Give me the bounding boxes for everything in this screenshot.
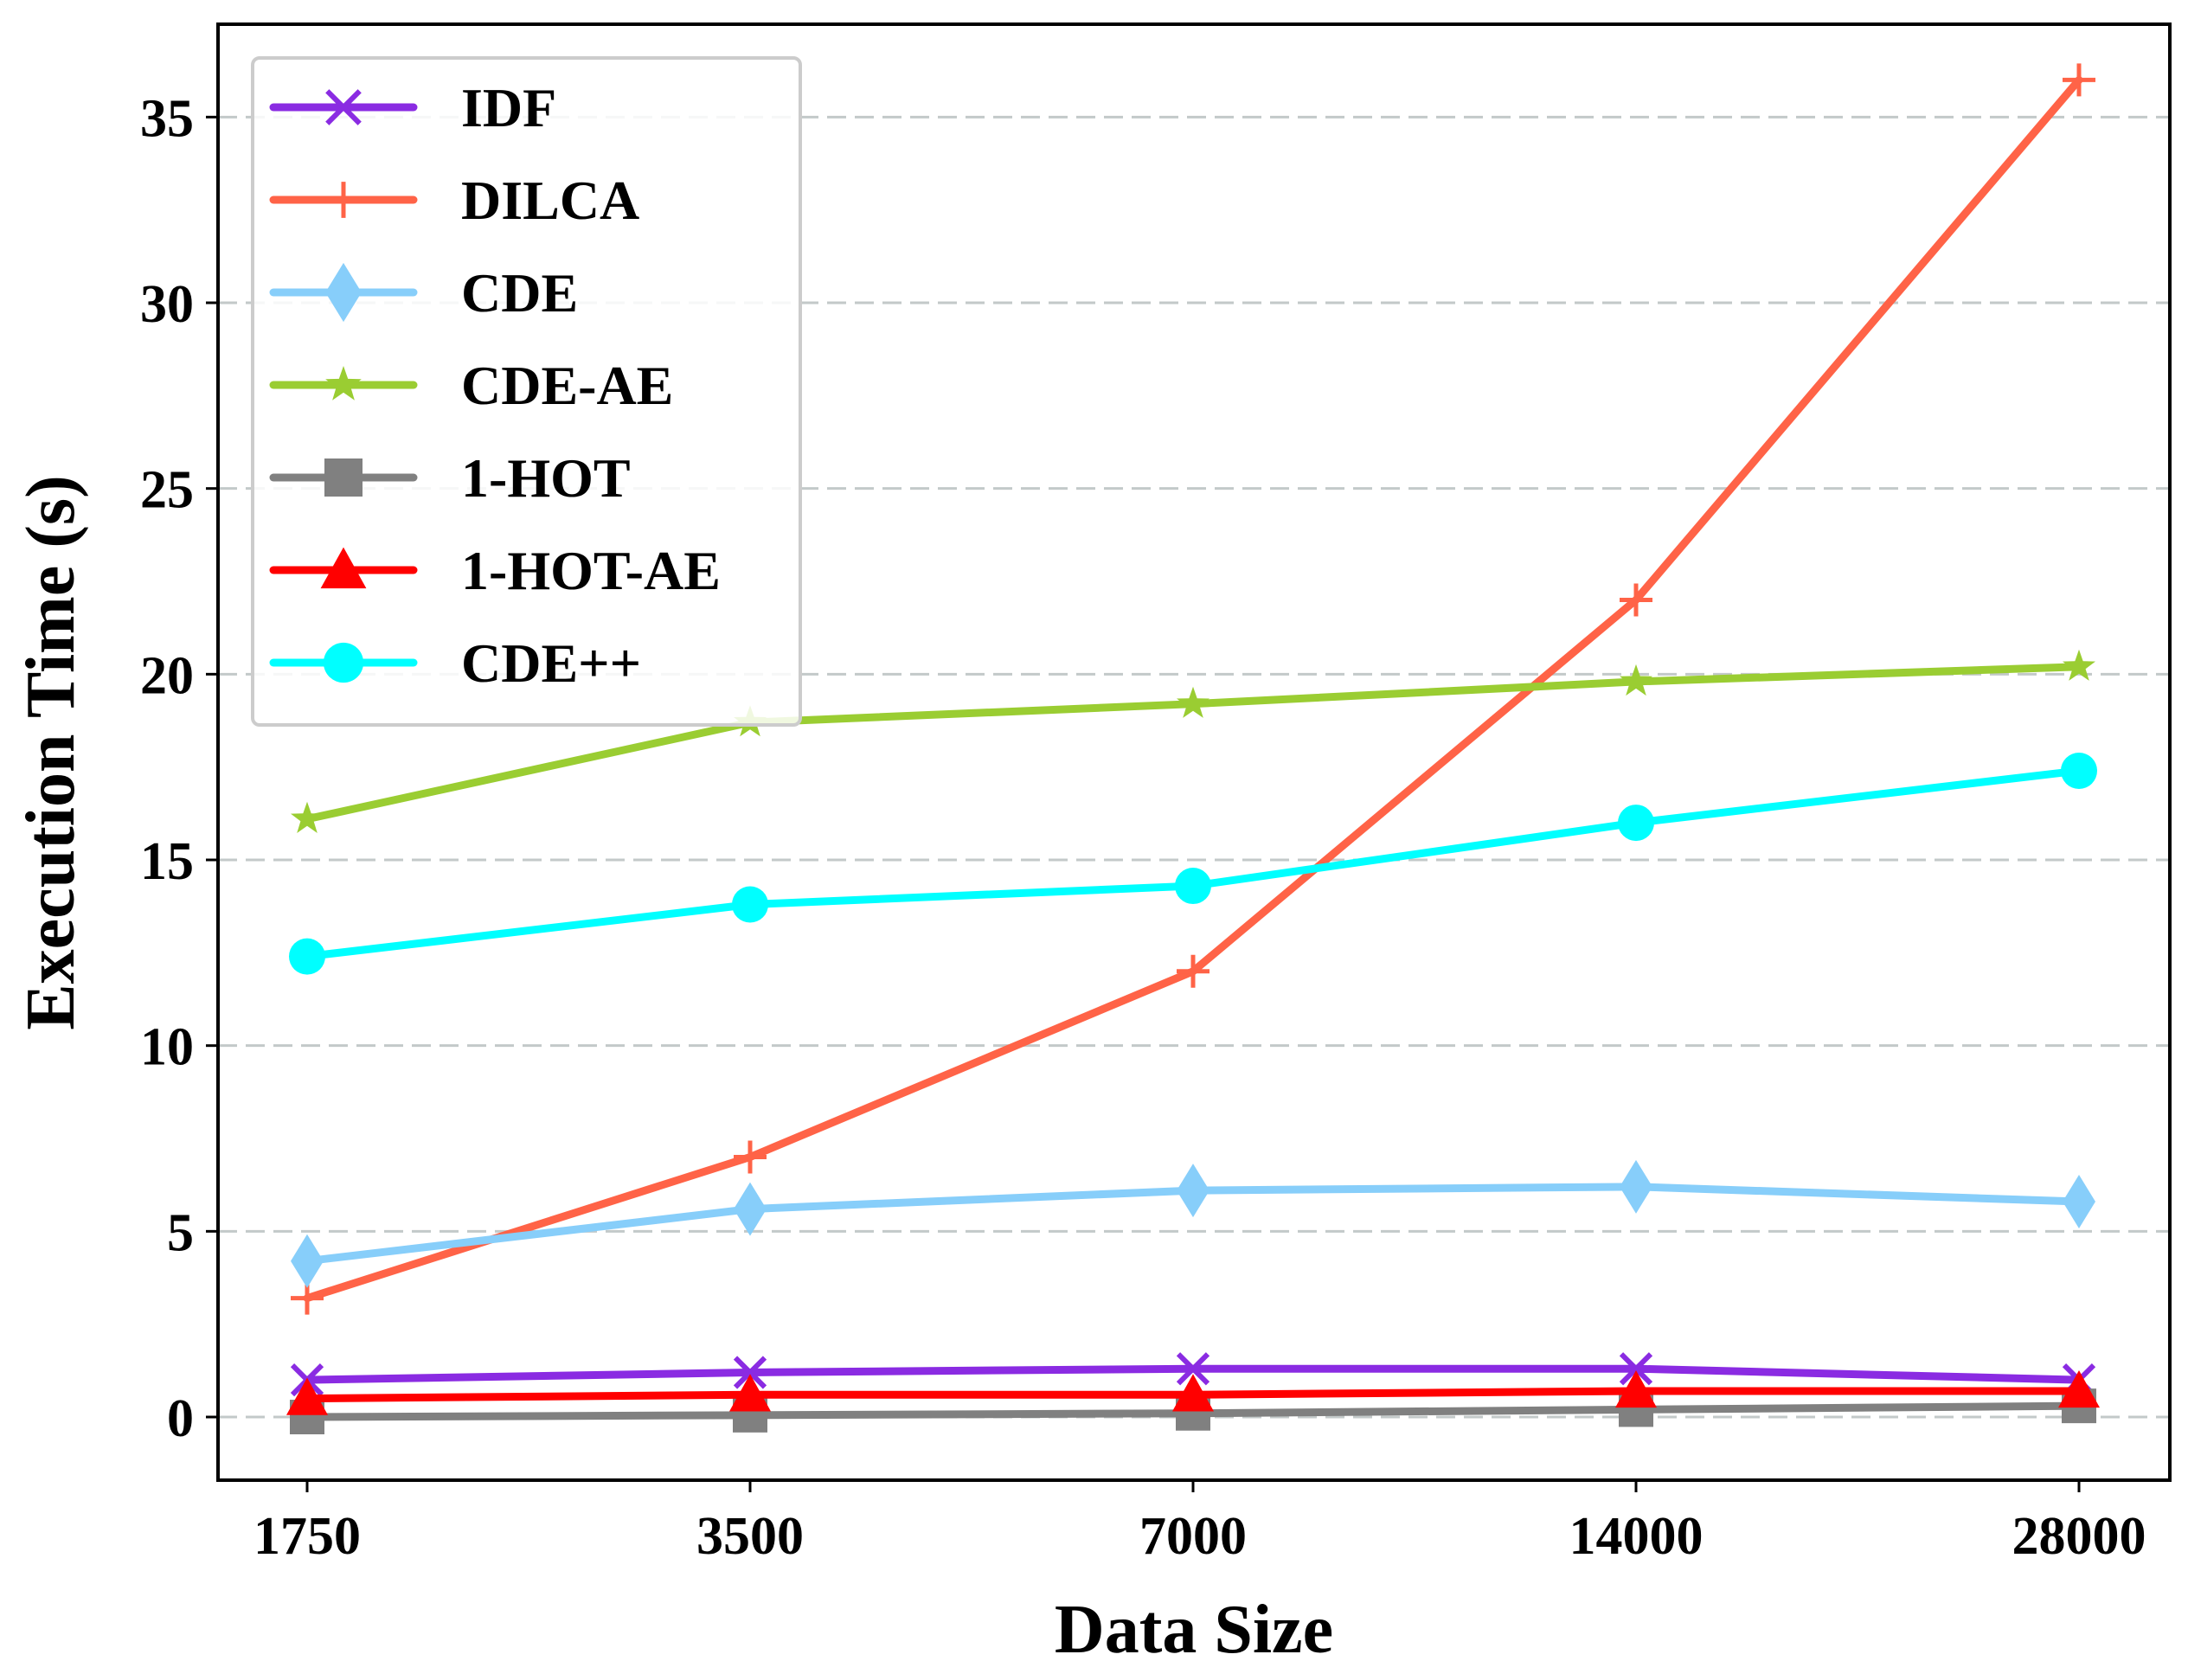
data-point-cde-ae <box>2063 649 2095 681</box>
x-tick-label: 3500 <box>696 1507 804 1566</box>
data-point-1-hot-ae <box>729 1374 771 1412</box>
data-point-cde <box>291 1234 324 1288</box>
data-point-cde <box>2061 752 2097 789</box>
data-point-idf <box>1619 1352 1653 1386</box>
x-axis: 1750 3500 7000 14000 28000 <box>253 1480 2146 1566</box>
y-tick-label: 30 <box>140 275 194 334</box>
legend-marker-cde <box>323 642 364 683</box>
data-point-cde <box>1620 1159 1652 1214</box>
legend-box <box>251 56 802 727</box>
data-point-dilca <box>2063 63 2095 97</box>
data-point-1-hot-ae <box>2058 1369 2100 1408</box>
data-point-cde-ae <box>291 801 324 833</box>
data-point-1-hot-ae <box>1172 1374 1214 1412</box>
legend-item-dilca: DILCA <box>269 170 639 231</box>
data-point-cde <box>289 938 325 975</box>
series-cde <box>291 1159 2095 1288</box>
x-tick-label: 7000 <box>1139 1507 1247 1566</box>
data-point-idf <box>1176 1352 1210 1386</box>
data-point-cde <box>2063 1174 2095 1228</box>
series-idf <box>290 1352 2096 1397</box>
data-point-cde <box>1175 868 1211 905</box>
data-point-1-hot-ae <box>286 1377 328 1415</box>
data-point-cde <box>732 886 768 923</box>
series-dilca <box>291 63 2095 1315</box>
y-tick-label: 0 <box>167 1389 194 1448</box>
y-tick-label: 5 <box>167 1203 194 1262</box>
data-point-idf <box>733 1356 767 1389</box>
x-tick-label: 14000 <box>1569 1507 1704 1566</box>
y-tick-label: 15 <box>140 832 194 891</box>
legend-label: IDF <box>461 77 556 138</box>
legend-marker-cde-ae <box>325 366 362 401</box>
data-point-cde-ae <box>1620 664 1652 696</box>
legend-item-cde: CDE <box>269 262 578 324</box>
legend-item-idf: IDF <box>269 77 556 138</box>
y-tick-label: 10 <box>140 1018 194 1077</box>
y-tick-label: 20 <box>140 646 194 705</box>
legend-marker-cde <box>325 262 362 323</box>
x-tick-label: 28000 <box>2012 1507 2146 1566</box>
x-tick-label: 1750 <box>253 1507 361 1566</box>
data-point-cde <box>1177 1164 1209 1218</box>
y-tick-label: 25 <box>140 461 194 520</box>
legend-label: CDE++ <box>461 632 641 694</box>
series-1-hot-ae <box>286 1369 2100 1415</box>
legend-marker-idf <box>325 89 362 125</box>
legend-item-1-hot: 1-HOT <box>269 447 631 509</box>
data-point-dilca <box>1177 954 1209 988</box>
y-axis: 0 5 10 15 20 25 30 35 <box>140 89 218 1448</box>
legend-label: DILCA <box>461 170 639 231</box>
legend-marker-dilca <box>325 182 362 218</box>
legend-label: CDE <box>461 262 578 324</box>
series-cde <box>289 752 2097 975</box>
x-axis-label: Data Size <box>1055 1592 1333 1668</box>
legend-marker-1-hot <box>324 458 363 497</box>
legend-item-cde-ae: CDE-AE <box>269 355 673 416</box>
legend-item-1-hot-ae: 1-HOT-AE <box>269 540 721 601</box>
legend-label: 1-HOT <box>461 447 631 509</box>
data-point-cde <box>1618 805 1654 842</box>
legend-item-cde: CDE++ <box>269 632 641 694</box>
legend-label: 1-HOT-AE <box>461 540 721 601</box>
y-tick-label: 35 <box>140 89 194 148</box>
legend-label: CDE-AE <box>461 355 673 416</box>
data-point-dilca <box>1620 583 1652 617</box>
legend-marker-1-hot-ae <box>320 547 367 589</box>
data-point-1-hot-ae <box>1615 1369 1657 1408</box>
data-point-cde-ae <box>1177 686 1209 718</box>
data-point-dilca <box>734 1140 767 1174</box>
data-point-cde <box>734 1182 767 1236</box>
y-axis-label: Execution Time (s) <box>13 475 89 1029</box>
legend: IDF DILCA CDE CDE-AE 1-HOT 1-HOT-AE CDE++ <box>251 56 802 727</box>
series-layer <box>286 63 2100 1435</box>
